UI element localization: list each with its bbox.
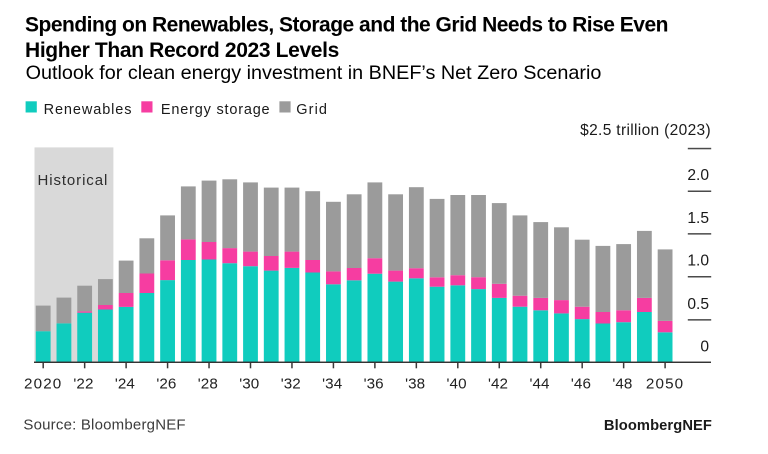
svg-text:Higher Than Record 2023 Levels: Higher Than Record 2023 Levels: [25, 39, 339, 62]
svg-text:2.0: 2.0: [687, 167, 709, 184]
svg-text:'28: '28: [198, 375, 218, 392]
svg-text:'22: '22: [73, 375, 93, 392]
svg-text:'48: '48: [612, 375, 632, 392]
svg-text:BloombergNEF: BloombergNEF: [604, 418, 712, 434]
svg-text:'26: '26: [156, 375, 176, 392]
svg-text:'42: '42: [488, 375, 508, 392]
svg-text:'34: '34: [322, 375, 342, 392]
svg-text:Source: BloombergNEF: Source: BloombergNEF: [23, 416, 185, 433]
svg-text:0.5: 0.5: [687, 296, 709, 313]
svg-text:'30: '30: [239, 375, 259, 392]
svg-text:0: 0: [700, 339, 709, 356]
svg-text:'44: '44: [529, 375, 549, 392]
svg-text:$2.5 trillion (2023): $2.5 trillion (2023): [580, 122, 711, 139]
svg-text:2050: 2050: [646, 375, 684, 392]
svg-text:Spending on Renewables, Storag: Spending on Renewables, Storage and the …: [25, 14, 668, 37]
svg-text:'32: '32: [281, 375, 301, 392]
svg-text:Renewables: Renewables: [44, 102, 133, 118]
svg-text:Outlook for clean energy inves: Outlook for clean energy investment in B…: [26, 62, 602, 84]
svg-text:Historical: Historical: [38, 172, 109, 189]
svg-text:'38: '38: [405, 375, 425, 392]
svg-text:1.5: 1.5: [687, 210, 709, 227]
svg-text:'40: '40: [447, 375, 467, 392]
svg-text:Grid: Grid: [296, 102, 328, 118]
svg-text:Energy storage: Energy storage: [161, 102, 271, 118]
svg-text:1.0: 1.0: [687, 253, 709, 270]
svg-text:'46: '46: [571, 375, 591, 392]
svg-text:2020: 2020: [24, 375, 62, 392]
svg-text:'36: '36: [364, 375, 384, 392]
svg-text:'24: '24: [115, 375, 135, 392]
